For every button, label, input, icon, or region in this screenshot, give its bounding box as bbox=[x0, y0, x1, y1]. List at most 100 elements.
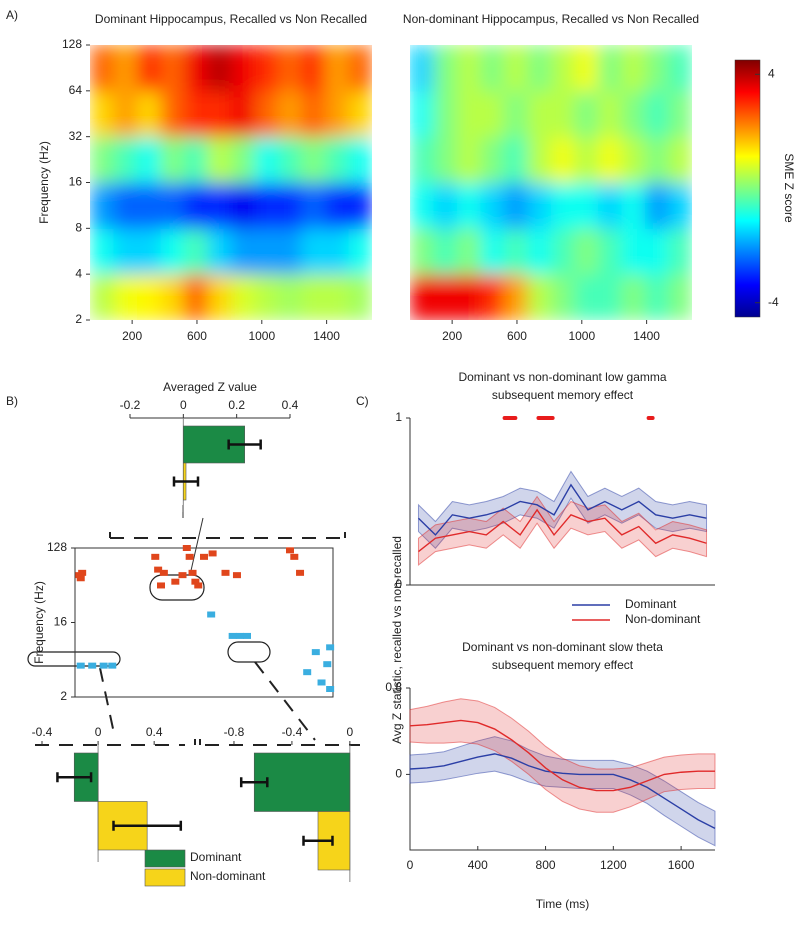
heatmap-cell bbox=[621, 182, 646, 229]
heatmap-cell bbox=[301, 182, 326, 229]
heatmap-cell bbox=[254, 45, 279, 92]
heatmap bbox=[90, 45, 372, 320]
heatmap-cell bbox=[278, 136, 302, 183]
x-tick-label: 1000 bbox=[248, 329, 275, 343]
heatmap-cell bbox=[598, 136, 622, 183]
heatmap-cell bbox=[160, 136, 185, 183]
heatmap-cell bbox=[137, 136, 161, 183]
chart-title: Dominant Hippocampus, Recalled vs Non Re… bbox=[95, 12, 367, 26]
heatmap-cell bbox=[410, 45, 434, 92]
cluster-pixel bbox=[178, 572, 187, 579]
heatmap-cell bbox=[90, 136, 114, 183]
heatmap-cell bbox=[410, 182, 434, 229]
cluster-pixel bbox=[228, 632, 237, 639]
heatmap-cell bbox=[621, 90, 646, 138]
x-tick-label: 0 bbox=[347, 725, 354, 739]
heatmap-cell bbox=[551, 45, 575, 92]
heatmap-cell bbox=[254, 182, 279, 229]
heatmap-cell bbox=[433, 90, 458, 138]
heatmap-cell bbox=[348, 182, 372, 229]
heatmap-cell bbox=[457, 90, 481, 138]
error-bar bbox=[172, 476, 200, 487]
line bbox=[417, 483, 707, 536]
cluster-pixel bbox=[235, 632, 244, 639]
heatmap-cell bbox=[668, 182, 692, 229]
heatmap-cell bbox=[207, 45, 232, 92]
heatmap-cell bbox=[184, 90, 208, 138]
heatmap-cell bbox=[457, 136, 481, 183]
x-axis-label: Averaged Z value bbox=[163, 380, 257, 394]
heatmap-cell bbox=[137, 45, 161, 92]
x-tick-label: -0.4 bbox=[32, 725, 53, 739]
heatmap-cell bbox=[207, 90, 232, 138]
x-tick-label: 1200 bbox=[600, 858, 627, 872]
heatmap-cell bbox=[645, 228, 669, 275]
chart-title: Dominant vs non-dominant slow theta bbox=[462, 640, 663, 654]
cluster-pixel bbox=[159, 569, 168, 576]
heatmap-cell bbox=[457, 182, 481, 229]
heatmap-cell bbox=[137, 182, 161, 229]
chart-title: Non-dominant Hippocampus, Recalled vs No… bbox=[403, 12, 699, 26]
heatmap-cell bbox=[668, 136, 692, 183]
y-tick-label: 0 bbox=[395, 767, 402, 781]
legend-label: Dominant bbox=[625, 597, 677, 611]
heatmap-cell bbox=[574, 90, 599, 138]
heatmap-cell bbox=[621, 136, 646, 183]
heatmap-cell bbox=[184, 182, 208, 229]
colorbar-tick-label: -4 bbox=[768, 295, 779, 309]
y-tick-label: 128 bbox=[47, 540, 67, 554]
heatmap-cell bbox=[457, 45, 481, 92]
cluster-pixel bbox=[326, 686, 335, 693]
heatmap-cell bbox=[433, 274, 458, 320]
cluster-pixel bbox=[311, 649, 320, 656]
chart-title: subsequent memory effect bbox=[492, 658, 634, 672]
heatmap-cell bbox=[113, 274, 138, 320]
panel-label: A) bbox=[6, 8, 18, 22]
cluster-pixel bbox=[154, 566, 163, 573]
x-tick-label: -0.2 bbox=[120, 398, 141, 412]
heatmap-cell bbox=[645, 136, 669, 183]
heatmap-cell bbox=[527, 228, 552, 275]
heatmap-cell bbox=[325, 90, 349, 138]
heatmap-cell bbox=[527, 136, 552, 183]
heatmap-cell bbox=[113, 45, 138, 92]
cluster-pixel bbox=[99, 662, 108, 669]
legend-label: Dominant bbox=[190, 850, 242, 864]
heatmap-cell bbox=[160, 182, 185, 229]
heatmap-cell bbox=[184, 228, 208, 275]
significance-marker bbox=[509, 416, 518, 420]
heatmap-cell bbox=[621, 228, 646, 275]
y-tick-label: 1 bbox=[395, 410, 402, 424]
heatmap-cell bbox=[410, 136, 434, 183]
y-axis-label: Frequency (Hz) bbox=[32, 581, 46, 664]
heatmap-cell bbox=[90, 274, 114, 320]
heatmap-cell bbox=[278, 274, 302, 320]
heatmap-cell bbox=[278, 182, 302, 229]
heatmap-cell bbox=[527, 274, 552, 320]
heatmap-cell bbox=[160, 45, 185, 92]
heatmap-cell bbox=[480, 182, 505, 229]
y-tick-label: 0 bbox=[395, 577, 402, 591]
panel-label: B) bbox=[6, 394, 18, 408]
x-tick-label: 600 bbox=[187, 329, 207, 343]
heatmap-cell bbox=[598, 45, 622, 92]
heatmap-cell bbox=[457, 228, 481, 275]
y-tick-label: 8 bbox=[75, 221, 82, 235]
heatmap-cell bbox=[90, 90, 114, 138]
cluster-pixel bbox=[243, 632, 251, 639]
heatmap-cell bbox=[301, 228, 326, 275]
heatmap-cell bbox=[254, 136, 279, 183]
heatmap-cell bbox=[348, 45, 372, 92]
x-tick-label: 1400 bbox=[313, 329, 340, 343]
colorbar-tick-label: 4 bbox=[768, 66, 775, 80]
heatmap-cell bbox=[207, 274, 232, 320]
heatmap-cell bbox=[254, 228, 279, 275]
heatmap-cell bbox=[504, 182, 528, 229]
heatmap-cell bbox=[137, 90, 161, 138]
cluster-pixel bbox=[207, 611, 216, 618]
heatmap-cell bbox=[551, 136, 575, 183]
heatmap-cell bbox=[457, 274, 481, 320]
heatmap-cell bbox=[301, 45, 326, 92]
heatmap-cell bbox=[301, 136, 326, 183]
heatmap-cell bbox=[504, 228, 528, 275]
